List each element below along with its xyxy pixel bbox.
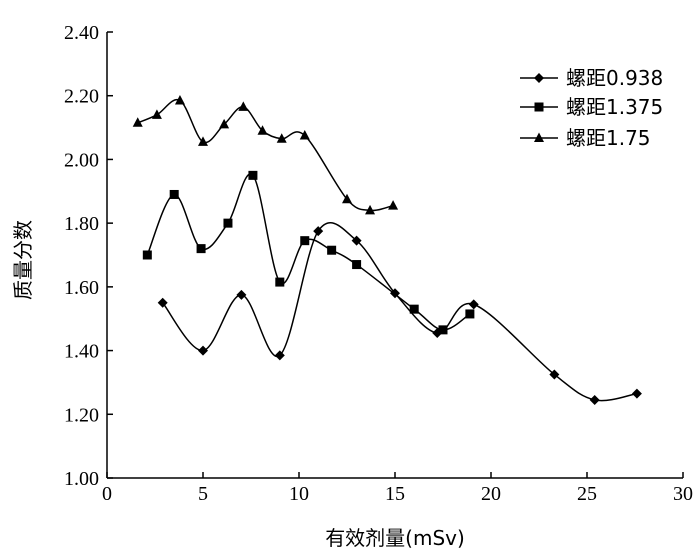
data-point <box>299 130 310 140</box>
y-tick-label: 2.20 <box>64 86 99 108</box>
y-tick-label: 1.20 <box>64 404 99 426</box>
data-point <box>589 394 600 405</box>
data-point <box>409 304 419 314</box>
y-tick-label: 2.00 <box>64 149 99 171</box>
x-tick-label: 30 <box>673 483 693 505</box>
series-group <box>132 94 642 405</box>
data-point <box>132 117 143 127</box>
data-point <box>248 170 258 180</box>
legend-item: 螺距1.375 <box>520 95 663 119</box>
x-ticks: 0 5 10 15 20 25 30 <box>102 472 693 505</box>
data-point <box>465 309 475 319</box>
data-point <box>274 350 285 361</box>
data-point <box>257 125 268 135</box>
x-axis-title: 有效剂量(mSv) <box>325 526 465 550</box>
data-point <box>276 133 287 143</box>
series-diamond <box>157 222 642 405</box>
data-point <box>300 236 310 246</box>
data-point <box>198 136 208 146</box>
y-tick-label: 1.80 <box>64 213 99 235</box>
legend-marker <box>534 132 544 142</box>
data-point <box>365 204 376 215</box>
y-tick-label: 1.60 <box>64 277 99 299</box>
legend-label: 螺距1.75 <box>566 126 651 150</box>
data-point <box>151 109 162 119</box>
data-point <box>169 189 179 199</box>
y-tick-label: 1.00 <box>64 468 99 490</box>
legend-marker <box>534 73 544 83</box>
data-point <box>198 345 208 356</box>
x-tick-label: 20 <box>481 483 501 505</box>
series-line <box>146 173 471 331</box>
y-tick-label: 2.40 <box>64 22 99 44</box>
data-point <box>342 193 352 204</box>
legend-item: 螺距1.75 <box>520 126 651 150</box>
x-tick-label: 25 <box>577 483 597 505</box>
data-point <box>275 277 285 287</box>
y-axis-title: 质量分数 <box>11 220 35 300</box>
x-tick-label: 10 <box>289 483 309 505</box>
legend-label: 螺距0.938 <box>566 66 663 90</box>
data-point <box>236 289 247 300</box>
y-ticks: 1.00 1.20 1.40 1.60 1.80 2.00 2.20 2.40 <box>64 22 113 490</box>
data-point <box>351 235 362 246</box>
x-tick-label: 15 <box>385 483 405 505</box>
data-point <box>196 244 206 254</box>
x-tick-label: 0 <box>102 483 112 505</box>
data-point <box>388 200 399 210</box>
data-point <box>223 218 233 228</box>
data-point <box>468 299 479 310</box>
series-triangle <box>132 94 399 215</box>
data-point <box>352 260 362 270</box>
data-point <box>438 325 448 335</box>
legend-item: 螺距0.938 <box>520 66 663 90</box>
legend: 螺距0.938 螺距1.375 螺距1.75 <box>520 66 663 150</box>
data-point <box>174 94 185 105</box>
series-line <box>162 222 638 402</box>
data-point <box>549 369 560 380</box>
legend-label: 螺距1.375 <box>566 95 663 119</box>
data-point <box>157 297 168 308</box>
data-point <box>327 245 337 255</box>
legend-marker <box>534 102 544 112</box>
data-point <box>238 101 249 111</box>
y-tick-label: 1.40 <box>64 341 99 363</box>
data-point <box>631 388 642 399</box>
data-point <box>219 118 230 129</box>
data-point <box>142 250 152 260</box>
x-tick-label: 5 <box>198 483 208 505</box>
series-square <box>142 170 475 335</box>
data-point <box>313 226 324 237</box>
